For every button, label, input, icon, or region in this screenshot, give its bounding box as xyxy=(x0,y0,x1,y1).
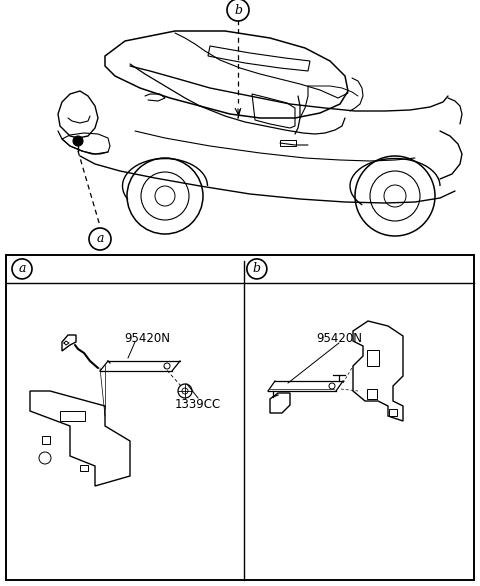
Circle shape xyxy=(227,0,249,21)
Bar xyxy=(367,389,377,399)
Bar xyxy=(389,409,397,416)
Text: 1339CC: 1339CC xyxy=(175,398,221,411)
Text: a: a xyxy=(18,263,26,275)
Text: a: a xyxy=(96,233,104,246)
Bar xyxy=(367,350,379,366)
Bar xyxy=(60,411,85,421)
Text: 95420N: 95420N xyxy=(124,332,170,345)
Circle shape xyxy=(12,259,32,279)
Bar xyxy=(42,436,50,444)
Circle shape xyxy=(89,228,111,250)
Text: b: b xyxy=(234,4,242,16)
Bar xyxy=(80,465,88,471)
Circle shape xyxy=(247,259,267,279)
Text: 95420N: 95420N xyxy=(316,332,362,345)
Bar xyxy=(6,255,474,580)
Circle shape xyxy=(73,136,83,146)
Text: b: b xyxy=(253,263,261,275)
